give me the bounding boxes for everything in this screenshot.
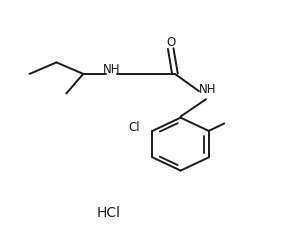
Text: NH: NH <box>199 83 216 96</box>
Text: Cl: Cl <box>128 121 140 134</box>
Text: NH: NH <box>103 63 120 76</box>
Text: O: O <box>166 36 175 49</box>
Text: HCl: HCl <box>97 206 121 220</box>
